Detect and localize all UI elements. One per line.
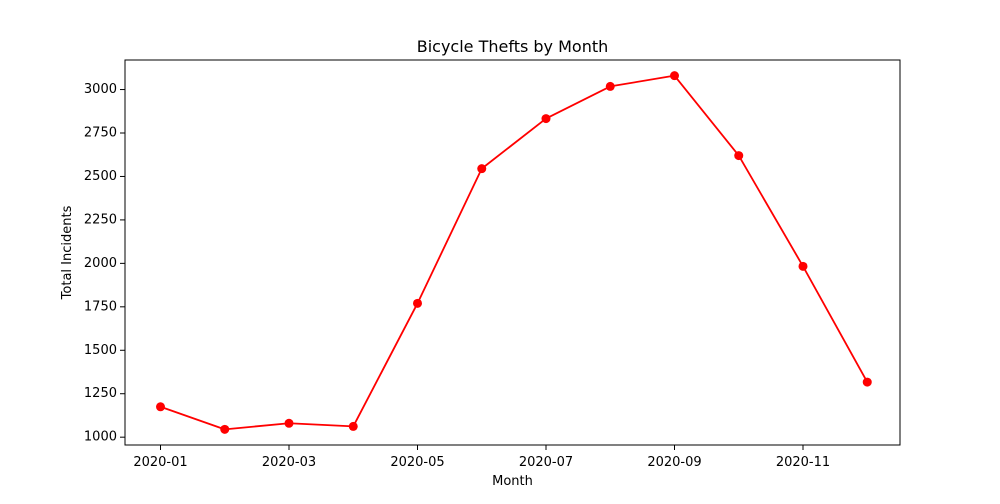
data-point bbox=[284, 418, 294, 428]
data-point bbox=[605, 81, 615, 91]
data-point bbox=[348, 421, 358, 431]
series-line bbox=[160, 74, 869, 431]
x-tick-label: 2020-03 bbox=[262, 455, 316, 470]
x-tick-label: 2020-01 bbox=[133, 455, 187, 470]
x-axis-label: Month bbox=[492, 474, 533, 489]
y-tick-label: 1500 bbox=[84, 343, 117, 358]
data-point bbox=[156, 402, 165, 412]
data-point bbox=[477, 164, 487, 174]
y-tick-label: 2000 bbox=[84, 256, 117, 271]
data-point bbox=[862, 377, 872, 387]
x-tick-label: 2020-11 bbox=[776, 455, 830, 470]
y-tick-label: 2750 bbox=[84, 126, 117, 141]
y-axis-label: Total Incidents bbox=[60, 205, 75, 300]
data-point bbox=[670, 71, 679, 81]
x-axis-ticks: 2020-01 2020-03 2020-05 2020-07 2020-09 2020-… bbox=[133, 445, 830, 470]
y-tick-label: 1000 bbox=[84, 430, 117, 445]
y-tick-label: 3000 bbox=[84, 82, 117, 97]
chart-title: Bicycle Thefts by Month bbox=[417, 37, 609, 56]
plot-area-frame bbox=[124, 59, 901, 446]
x-tick-label: 2020-07 bbox=[519, 455, 573, 470]
y-tick-label: 1750 bbox=[84, 299, 117, 314]
data-point bbox=[413, 298, 422, 308]
data-point bbox=[798, 261, 808, 271]
y-tick-label: 2500 bbox=[84, 169, 117, 184]
data-point bbox=[220, 424, 230, 434]
data-point bbox=[734, 151, 744, 161]
x-tick-label: 2020-05 bbox=[390, 455, 444, 470]
y-tick-label: 2250 bbox=[84, 212, 117, 227]
data-series bbox=[156, 71, 872, 434]
data-point bbox=[541, 114, 551, 124]
x-tick-label: 2020-09 bbox=[647, 455, 701, 470]
y-axis-ticks: 1000 1250 1500 1750 2000 2250 2500 2750 3000 bbox=[84, 82, 125, 445]
y-tick-label: 1250 bbox=[84, 386, 117, 401]
